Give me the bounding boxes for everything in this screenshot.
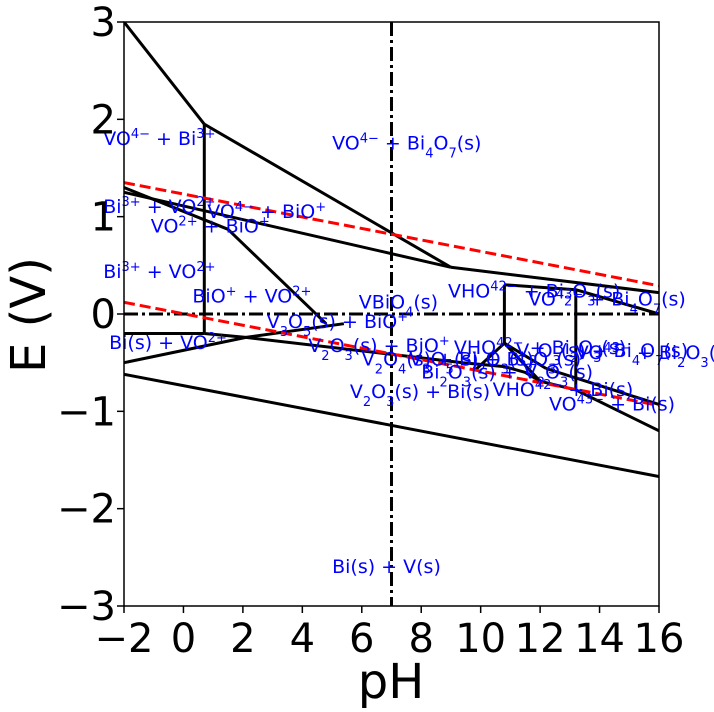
region-label: VO43− + Bi(s) — [549, 392, 675, 416]
x-tick-label: 16 — [634, 616, 685, 662]
region-label: VO4− + Bi4O7(s) — [332, 131, 481, 161]
y-tick-label: −1 — [57, 389, 116, 435]
y-tick-label: 2 — [91, 97, 116, 143]
region-labels: VO4− + Bi3+ VO4− + Bi4O7(s)Bi3+ + VO2+VO4… — [103, 126, 714, 578]
x-tick-label: 4 — [290, 616, 315, 662]
boundary-line — [124, 22, 206, 126]
x-tick-label: 0 — [171, 616, 196, 662]
x-axis: −2 0 2 4 6 8 10 12 14 16 — [95, 606, 685, 662]
x-tick-label: 14 — [574, 616, 625, 662]
region-label: V3O5(s) + Bi2O3(s) — [409, 349, 581, 378]
boundary-line — [503, 342, 542, 383]
region-label: VHO42− + Bi2O3(s) — [448, 279, 620, 309]
region-label: BiO+ + VO2+ — [192, 284, 311, 308]
region-label: V2O4(s) + Bi2O3(s) — [362, 349, 534, 378]
boundary-line — [203, 122, 452, 269]
x-tick-label: 12 — [515, 616, 566, 662]
boundary-line — [545, 367, 659, 406]
region-label: VHO42− + Bi2O3(s) — [454, 336, 626, 366]
x-tick-label: 10 — [455, 616, 506, 662]
region-label: Bi(s) + V(s) — [332, 556, 441, 578]
plot-area: VO4− + Bi3+ VO4− + Bi4O7(s)Bi3+ + VO2+VO4… — [103, 21, 714, 607]
x-tick-label: −2 — [95, 616, 154, 662]
boundary-line — [504, 283, 659, 316]
region-label: V3O5(s) + BiO+ — [267, 309, 408, 339]
region-label: V2O3(s) + BiO+ — [308, 334, 449, 364]
region-label: VO43− + Bi2O3(s) — [576, 340, 714, 370]
x-tick-label: 8 — [408, 616, 433, 662]
region-label: V2O3(s) + Bi4O7(s) — [516, 340, 688, 369]
boundary-line — [450, 265, 659, 295]
region-label: Bi3+ + VO2+ — [103, 194, 215, 218]
boundary-line — [124, 190, 452, 269]
boundary-line — [473, 342, 506, 372]
boundary-line — [124, 372, 659, 478]
y-tick-label: 3 — [91, 0, 116, 46]
region-label: Bi2O3(s) + V2O3(s) — [421, 361, 593, 390]
y-tick-label: 0 — [91, 292, 116, 338]
x-tick-label: 6 — [349, 616, 374, 662]
region-label: VHO42− + Bi(s) — [493, 377, 634, 401]
water-stability-line — [124, 181, 659, 288]
region-label: VO2+ + BiO+ — [151, 214, 270, 238]
boundary-line — [503, 341, 547, 370]
x-axis-title: pH — [358, 654, 425, 710]
region-label: VO4− + Bi3+ — [103, 126, 215, 150]
region-label: Bi3+ + VO2+ — [103, 260, 215, 284]
region-label: VO4− + BiO+ — [207, 199, 326, 223]
y-axis-title: E (V) — [1, 257, 57, 373]
y-tick-label: −3 — [57, 584, 116, 630]
region-label: VO43− + Bi4O7(s) — [528, 287, 686, 317]
water-stability-line — [124, 300, 659, 407]
y-tick-label: 1 — [91, 195, 116, 241]
y-axis: −3 −2 −1 0 1 2 3 — [57, 0, 124, 630]
region-label: VBiO4(s) — [359, 291, 438, 320]
x-tick-label: 2 — [230, 616, 255, 662]
region-label: Bi(s) + VO2+ — [109, 331, 227, 355]
region-label: V2O3(s) + Bi(s) — [350, 381, 490, 410]
y-tick-label: −2 — [57, 487, 116, 533]
boundary-line — [124, 335, 247, 365]
